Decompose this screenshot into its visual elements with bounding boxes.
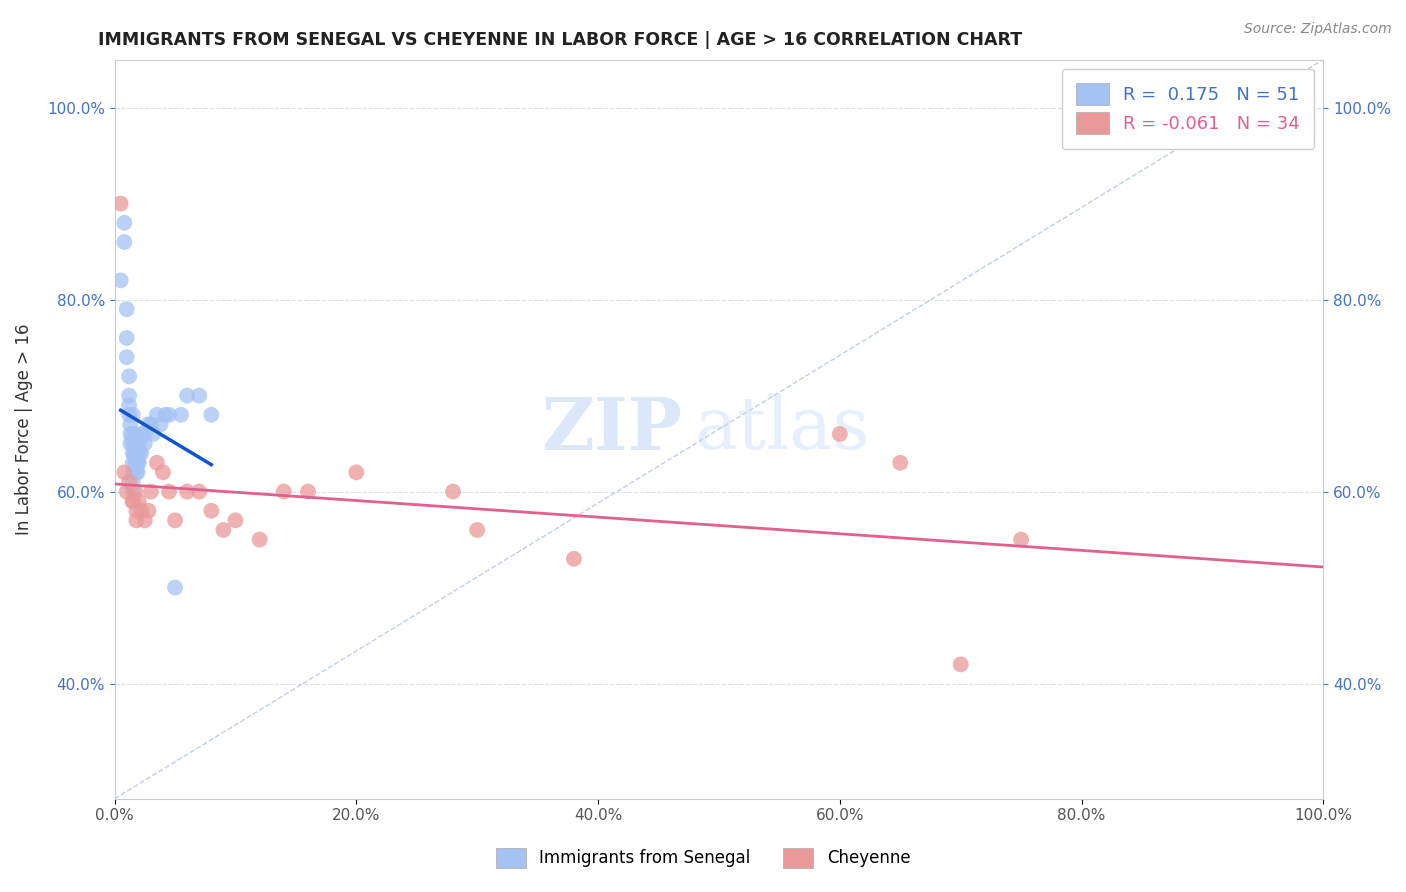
Point: [125, 513, 148, 527]
Point: [125, 456, 148, 470]
Point: [138, 417, 160, 432]
Point: [120, 417, 142, 432]
Point: [129, 427, 152, 442]
Point: [129, 504, 152, 518]
Point: [889, 456, 911, 470]
Point: [562, 551, 585, 566]
Point: [212, 523, 235, 537]
Point: [115, 331, 138, 345]
Point: [146, 408, 169, 422]
Point: [112, 216, 135, 230]
Point: [121, 475, 143, 489]
Point: [224, 513, 246, 527]
Point: [163, 581, 186, 595]
Point: [157, 408, 180, 422]
Point: [170, 408, 193, 422]
Text: atlas: atlas: [695, 394, 870, 465]
Point: [149, 417, 172, 432]
Point: [176, 388, 198, 402]
Point: [134, 513, 156, 527]
Point: [128, 436, 150, 450]
Point: [176, 484, 198, 499]
Point: [120, 436, 142, 450]
Point: [125, 504, 148, 518]
Point: [115, 484, 138, 499]
Legend: Immigrants from Senegal, Cheyenne: Immigrants from Senegal, Cheyenne: [489, 841, 917, 875]
Point: [139, 417, 162, 432]
Point: [1010, 533, 1032, 547]
Point: [188, 484, 211, 499]
Text: Source: ZipAtlas.com: Source: ZipAtlas.com: [1244, 22, 1392, 37]
Point: [121, 484, 143, 499]
Point: [127, 466, 149, 480]
Point: [118, 475, 141, 489]
Point: [124, 456, 146, 470]
Point: [344, 466, 367, 480]
Point: [125, 446, 148, 460]
Point: [465, 523, 488, 537]
Point: [146, 456, 169, 470]
Point: [122, 436, 145, 450]
Point: [128, 446, 150, 460]
Point: [134, 436, 156, 450]
Point: [125, 466, 148, 480]
Point: [110, 196, 132, 211]
Point: [124, 484, 146, 499]
Point: [121, 456, 143, 470]
Point: [112, 466, 135, 480]
Point: [121, 436, 143, 450]
Point: [121, 494, 143, 508]
Point: [115, 350, 138, 364]
Point: [124, 436, 146, 450]
Point: [118, 408, 141, 422]
Point: [949, 657, 972, 672]
Point: [828, 427, 851, 442]
Point: [124, 427, 146, 442]
Point: [121, 494, 143, 508]
Point: [128, 456, 150, 470]
Point: [152, 466, 174, 480]
Point: [121, 466, 143, 480]
Point: [441, 484, 464, 499]
Legend: R =  0.175   N = 51, R = -0.061   N = 34: R = 0.175 N = 51, R = -0.061 N = 34: [1062, 69, 1315, 149]
Point: [157, 484, 180, 499]
Text: IMMIGRANTS FROM SENEGAL VS CHEYENNE IN LABOR FORCE | AGE > 16 CORRELATION CHART: IMMIGRANTS FROM SENEGAL VS CHEYENNE IN L…: [98, 31, 1022, 49]
Point: [139, 484, 162, 499]
Point: [125, 436, 148, 450]
Point: [115, 302, 138, 317]
Point: [128, 494, 150, 508]
Point: [249, 533, 271, 547]
Point: [163, 513, 186, 527]
Point: [273, 484, 295, 499]
Point: [110, 273, 132, 287]
Point: [134, 427, 156, 442]
Point: [120, 427, 142, 442]
Point: [200, 504, 222, 518]
Point: [127, 456, 149, 470]
Point: [118, 388, 141, 402]
Point: [138, 504, 160, 518]
Text: ZIP: ZIP: [541, 393, 683, 465]
Point: [112, 235, 135, 249]
Point: [200, 408, 222, 422]
Point: [297, 484, 319, 499]
Point: [142, 427, 165, 442]
Point: [122, 446, 145, 460]
Point: [118, 398, 141, 412]
Point: [155, 408, 177, 422]
Point: [118, 369, 141, 384]
Point: [121, 446, 143, 460]
Point: [121, 427, 143, 442]
Y-axis label: In Labor Force | Age > 16: In Labor Force | Age > 16: [15, 324, 32, 535]
Point: [121, 408, 143, 422]
Point: [188, 388, 211, 402]
Point: [129, 446, 152, 460]
